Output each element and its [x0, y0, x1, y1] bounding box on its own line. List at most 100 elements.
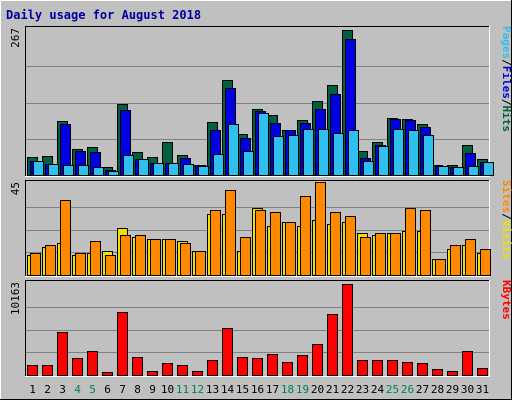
- bot-bar-kbytes-27: [417, 363, 428, 376]
- x-tick-label-10: 10: [161, 383, 174, 396]
- bot-bar-kbytes-7: [117, 312, 128, 376]
- top-bar-pages-29: [453, 167, 464, 176]
- top-legend-1: /: [500, 59, 512, 66]
- mid-bar-sites-30: [465, 239, 476, 276]
- mid-bar-sites-28: [435, 259, 446, 276]
- top-bar-pages-23: [363, 161, 374, 176]
- mid-bar-sites-21: [330, 212, 341, 276]
- mid-bar-sites-12: [195, 251, 206, 276]
- top-bar-pages-25: [393, 129, 404, 176]
- bot-bar-kbytes-13: [207, 360, 218, 376]
- bot-bar-kbytes-11: [177, 365, 188, 376]
- x-tick-label-4: 4: [74, 383, 81, 396]
- top-bar-pages-6: [108, 171, 119, 176]
- top-bar-pages-28: [438, 166, 449, 176]
- mid-bar-sites-18: [285, 222, 296, 276]
- x-tick-label-13: 13: [206, 383, 219, 396]
- mid-bar-sites-9: [150, 239, 161, 276]
- x-tick-label-28: 28: [431, 383, 444, 396]
- x-tick-label-9: 9: [149, 383, 156, 396]
- bot-series-kbytes: [27, 284, 488, 376]
- x-tick-label-25: 25: [386, 383, 399, 396]
- mid-bar-sites-13: [210, 210, 221, 276]
- top-bar-pages-1: [33, 161, 44, 176]
- mid-bar-sites-24: [375, 233, 386, 276]
- mid-bar-sites-16: [255, 210, 266, 276]
- x-tick-label-12: 12: [191, 383, 204, 396]
- mid-bar-sites-27: [420, 210, 431, 276]
- bot-bar-kbytes-19: [297, 355, 308, 376]
- mid-bar-sites-11: [180, 243, 191, 276]
- bot-bar-kbytes-25: [387, 360, 398, 376]
- x-tick-label-7: 7: [119, 383, 126, 396]
- x-tick-label-14: 14: [221, 383, 235, 396]
- mid-bar-sites-17: [270, 212, 281, 276]
- bot-bar-kbytes-21: [327, 314, 338, 376]
- top-bar-pages-27: [423, 135, 434, 176]
- top-bar-pages-12: [198, 166, 209, 176]
- bot-legend: KBytes: [500, 280, 512, 320]
- top-bar-pages-26: [408, 130, 419, 176]
- mid-bar-sites-31: [480, 249, 491, 276]
- x-axis-labels: 1 2 3 4 5 6 7 8 9 10 11 12 13 14 15 16 17 18 19 20 21 22 23 24 2…: [29, 383, 489, 396]
- bot-bar-kbytes-12: [192, 371, 203, 376]
- bot-bar-kbytes-20: [312, 344, 323, 376]
- x-tick-label-31: 31: [476, 383, 489, 396]
- x-tick-label-16: 16: [251, 383, 264, 396]
- mid-bar-sites-26: [405, 208, 416, 276]
- chart-title: Daily usage for August 2018: [6, 8, 201, 22]
- mid-bar-sites-20: [315, 182, 326, 276]
- mid-bar-sites-19: [300, 196, 311, 276]
- x-tick-label-6: 6: [104, 383, 111, 396]
- x-tick-label-29: 29: [446, 383, 459, 396]
- top-panel: 267 Pages/Files/Hits: [9, 26, 512, 177]
- top-bar-pages-3: [63, 165, 74, 176]
- mid-bar-sites-7: [120, 235, 131, 276]
- top-bar-pages-24: [378, 146, 389, 176]
- x-tick-label-19: 19: [296, 383, 309, 396]
- x-tick-label-27: 27: [416, 383, 429, 396]
- mid-bar-sites-8: [135, 235, 146, 276]
- mid-bar-sites-14: [225, 190, 236, 276]
- bot-bar-kbytes-28: [432, 369, 443, 376]
- bot-bar-kbytes-14: [222, 328, 233, 376]
- bot-bar-kbytes-30: [462, 351, 473, 376]
- mid-bar-sites-15: [240, 237, 251, 276]
- bot-bar-kbytes-2: [42, 365, 53, 376]
- top-legend-4: Hits: [500, 106, 512, 133]
- x-tick-label-5: 5: [89, 383, 96, 396]
- top-bar-pages-15: [243, 151, 254, 176]
- top-legend-0: Pages: [500, 26, 512, 59]
- mid-bar-sites-4: [75, 253, 86, 276]
- bot-ymax-label: 10163: [9, 282, 22, 315]
- top-bar-pages-14: [228, 124, 239, 176]
- bot-bar-kbytes-18: [282, 362, 293, 376]
- mid-bar-sites-2: [45, 245, 56, 276]
- bot-bar-kbytes-22: [342, 284, 353, 376]
- bot-panel: 10163 KBytes: [9, 280, 512, 377]
- bot-bar-kbytes-4: [72, 358, 83, 376]
- top-bar-pages-22: [348, 130, 359, 176]
- x-tick-label-8: 8: [134, 383, 141, 396]
- mid-panel: 45 Sites/Visits: [9, 180, 512, 277]
- x-tick-label-15: 15: [236, 383, 249, 396]
- top-bar-pages-16: [258, 113, 269, 176]
- bot-bar-kbytes-8: [132, 357, 143, 376]
- top-bar-pages-18: [288, 135, 299, 176]
- mid-bar-sites-5: [90, 241, 101, 276]
- top-bar-pages-11: [183, 164, 194, 176]
- top-bar-pages-13: [213, 154, 224, 176]
- mid-bar-sites-23: [360, 237, 371, 276]
- top-series-pages: [33, 113, 494, 176]
- top-bar-pages-17: [273, 136, 284, 176]
- bot-bar-kbytes-17: [267, 354, 278, 376]
- mid-legend-0: Sites: [500, 180, 512, 213]
- mid-bar-sites-22: [345, 216, 356, 276]
- bot-bar-kbytes-23: [357, 360, 368, 376]
- bot-bar-kbytes-24: [372, 360, 383, 376]
- mid-bar-sites-10: [165, 239, 176, 276]
- bot-bar-kbytes-29: [447, 371, 458, 376]
- x-tick-label-21: 21: [326, 383, 339, 396]
- x-tick-label-23: 23: [356, 383, 369, 396]
